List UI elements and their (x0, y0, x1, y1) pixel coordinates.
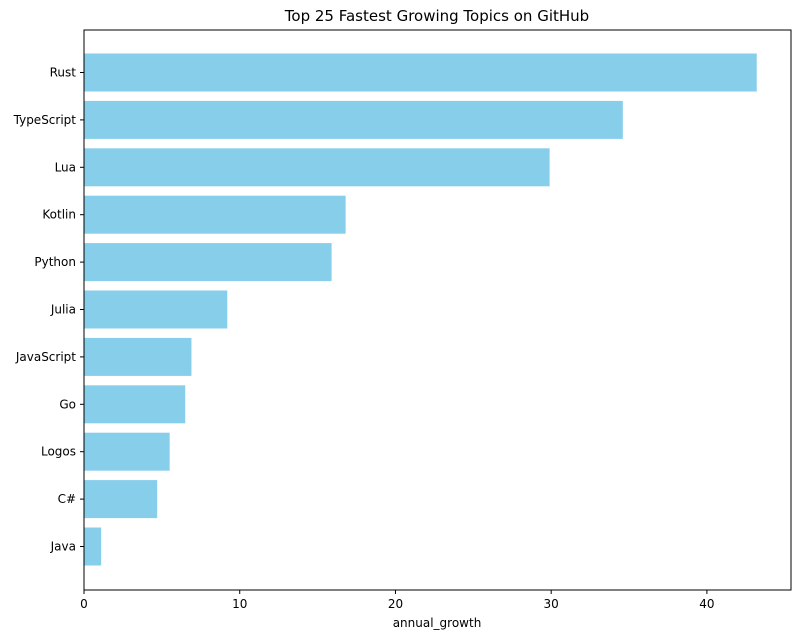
y-tick-label-python: Python (34, 255, 76, 269)
y-tick-label-rust: Rust (50, 66, 77, 80)
y-tick-label-logos: Logos (41, 445, 76, 459)
bar-go (84, 385, 186, 424)
y-tick-label-javascript: JavaScript (15, 350, 76, 364)
x-axis: 0 10 20 30 40 (80, 590, 715, 611)
y-axis: Rust TypeScript Lua Kotlin Python Julia JavaSc… (13, 66, 84, 554)
bar-julia (84, 290, 228, 329)
bar-logos (84, 432, 170, 471)
y-tick-label-lua: Lua (55, 160, 76, 174)
y-tick-label-java: Java (50, 540, 76, 554)
bar-java (84, 527, 102, 566)
x-tick-label-10: 10 (232, 597, 247, 611)
x-axis-label: annual_growth (393, 616, 482, 630)
y-tick-label-julia: Julia (50, 303, 76, 317)
x-tick-label-20: 20 (388, 597, 403, 611)
y-tick-label-typescript: TypeScript (13, 113, 77, 127)
bar-lua (84, 148, 550, 187)
bar-c-sharp (84, 480, 158, 519)
x-tick-label-40: 40 (699, 597, 714, 611)
bar-javascript (84, 337, 192, 376)
y-tick-label-c-sharp: C# (58, 492, 76, 506)
y-tick-label-kotlin: Kotlin (42, 208, 76, 222)
chart-title: Top 25 Fastest Growing Topics on GitHub (284, 7, 589, 25)
x-tick-label-30: 30 (544, 597, 559, 611)
bar-kotlin (84, 195, 346, 234)
bars-group (84, 53, 757, 566)
y-tick-label-go: Go (59, 397, 76, 411)
bar-python (84, 243, 332, 282)
x-tick-label-0: 0 (80, 597, 88, 611)
bar-typescript (84, 100, 623, 139)
bar-rust (84, 53, 757, 92)
